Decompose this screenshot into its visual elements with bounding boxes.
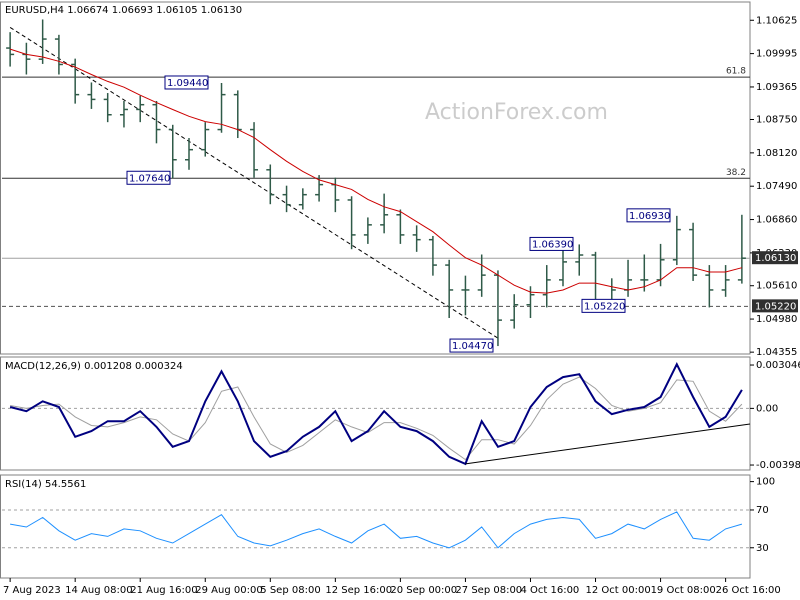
x-tick-label: 12 Sep 16:00	[325, 585, 392, 596]
price-annotation-box	[529, 236, 574, 251]
trendline	[9, 26, 499, 339]
watermark: ActionForex.com	[425, 100, 608, 125]
y-tick-label: 1.09365	[756, 82, 797, 93]
y-tick-label: -0.003981	[756, 460, 800, 471]
y-tick-label: 1.04355	[756, 347, 797, 358]
y-tick-label: 1.08750	[756, 115, 797, 126]
y-tick-label: 0.003046	[756, 360, 800, 371]
y-tick-label: 1.05610	[756, 281, 797, 292]
series-line	[10, 511, 743, 549]
price-annotation: 1.09440	[167, 78, 208, 89]
panel-title: MACD(12,26,9) 0.001208 0.000324	[5, 361, 183, 372]
x-tick-label: 12 Oct 00:00	[586, 585, 651, 596]
x-tick-label: 21 Aug 16:00	[130, 585, 197, 596]
y-tick-label: 1.10625	[756, 15, 797, 26]
series-line	[9, 362, 743, 466]
x-tick-label: 19 Oct 08:00	[651, 585, 716, 596]
fib-label: 61.8	[726, 67, 746, 77]
price-annotation: 1.07640	[129, 173, 170, 184]
x-tick-label: 4 Oct 16:00	[520, 585, 579, 596]
price-annotation: 1.06390	[532, 239, 573, 250]
price-tag	[752, 251, 798, 265]
series-line	[10, 376, 743, 461]
y-tick-label: 1.07490	[756, 181, 797, 192]
price-tag	[752, 299, 798, 313]
x-tick-label: 26 Oct 16:00	[716, 585, 781, 596]
x-tick-label: 7 Aug 2023	[3, 585, 61, 596]
chart-title: EURUSD,H4 1.06674 1.06693 1.06105 1.0613…	[5, 5, 242, 16]
y-tick-label: 30	[756, 543, 769, 554]
y-tick-label: 70	[756, 505, 769, 516]
y-tick-label: 100	[756, 477, 775, 488]
y-tick-label: 1.08120	[756, 148, 797, 159]
price-annotation-box	[626, 208, 671, 223]
x-tick-label: 5 Sep 08:00	[260, 585, 320, 596]
series-line	[9, 48, 743, 294]
price-annotation: 1.05220	[584, 301, 625, 312]
panel-border	[0, 356, 751, 471]
x-tick-label: 29 Aug 00:00	[195, 585, 262, 596]
fib-label: 38.2	[726, 168, 746, 178]
y-tick-label: 0.00	[756, 403, 778, 414]
y-tick-label: 1.06860	[756, 215, 797, 226]
x-tick-label: 27 Sep 08:00	[455, 585, 522, 596]
panel-border	[0, 474, 751, 579]
trendline	[465, 423, 751, 465]
x-tick-label: 20 Sep 00:00	[390, 585, 457, 596]
price-annotation-box	[164, 75, 209, 90]
y-tick-label: 1.09995	[756, 49, 797, 60]
price-annotation-box	[449, 338, 494, 353]
panel-title: RSI(14) 54.5561	[5, 479, 86, 490]
price-annotation: 1.06930	[629, 211, 670, 222]
price-tag-label: 1.05220	[755, 301, 796, 312]
price-annotation-box	[581, 298, 626, 313]
y-tick-label: 1.04980	[756, 314, 797, 325]
price-annotation-box	[126, 170, 171, 185]
x-tick-label: 14 Aug 08:00	[65, 585, 132, 596]
price-tag-label: 1.06130	[755, 253, 796, 264]
price-annotation: 1.04470	[452, 341, 493, 352]
